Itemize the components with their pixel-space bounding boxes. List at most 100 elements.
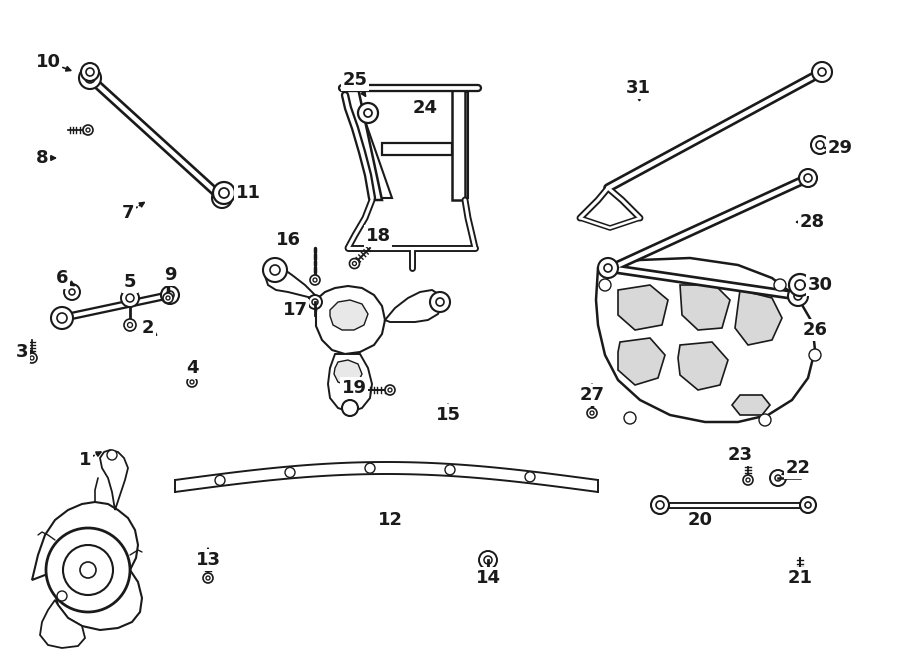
Circle shape — [365, 463, 375, 473]
Circle shape — [86, 128, 90, 132]
Circle shape — [484, 556, 492, 564]
Circle shape — [816, 141, 824, 149]
Circle shape — [81, 63, 99, 81]
Circle shape — [128, 322, 132, 328]
Circle shape — [166, 291, 174, 299]
Text: 12: 12 — [377, 511, 402, 529]
Circle shape — [385, 385, 395, 395]
Circle shape — [63, 545, 113, 595]
Circle shape — [775, 475, 781, 481]
Circle shape — [219, 188, 229, 198]
Circle shape — [187, 377, 197, 387]
Circle shape — [604, 264, 612, 272]
Polygon shape — [328, 354, 372, 412]
Circle shape — [774, 279, 786, 291]
Polygon shape — [596, 258, 815, 422]
Circle shape — [804, 174, 812, 182]
Circle shape — [364, 109, 372, 117]
Text: 30: 30 — [807, 276, 833, 294]
Text: 25: 25 — [343, 71, 367, 89]
Circle shape — [121, 289, 139, 307]
Circle shape — [163, 293, 173, 303]
Circle shape — [80, 562, 96, 578]
Circle shape — [598, 258, 618, 278]
Circle shape — [79, 67, 101, 89]
Circle shape — [212, 188, 232, 208]
Circle shape — [57, 591, 67, 601]
Circle shape — [479, 551, 497, 569]
Circle shape — [743, 475, 753, 485]
Polygon shape — [680, 285, 730, 330]
Circle shape — [51, 307, 73, 329]
Circle shape — [213, 182, 235, 204]
Circle shape — [285, 467, 295, 477]
Polygon shape — [385, 290, 442, 322]
Circle shape — [811, 136, 829, 154]
Circle shape — [85, 73, 95, 83]
Text: 15: 15 — [436, 406, 461, 424]
Polygon shape — [334, 360, 362, 386]
Polygon shape — [618, 338, 665, 385]
Polygon shape — [732, 395, 770, 415]
Polygon shape — [40, 600, 85, 648]
Polygon shape — [452, 88, 465, 200]
Circle shape — [349, 259, 359, 269]
Circle shape — [310, 275, 320, 285]
Circle shape — [64, 284, 80, 300]
Text: 18: 18 — [365, 227, 391, 245]
Polygon shape — [32, 502, 142, 630]
Text: 28: 28 — [799, 213, 824, 231]
Polygon shape — [618, 285, 668, 330]
Circle shape — [795, 280, 805, 290]
Text: 5: 5 — [124, 273, 136, 291]
Circle shape — [445, 465, 455, 475]
Circle shape — [69, 289, 75, 295]
Circle shape — [308, 295, 322, 309]
Circle shape — [656, 501, 664, 509]
Text: 19: 19 — [341, 379, 366, 397]
Polygon shape — [382, 143, 452, 155]
Circle shape — [805, 502, 811, 508]
Text: 14: 14 — [475, 569, 500, 587]
Circle shape — [799, 169, 817, 187]
Circle shape — [818, 68, 826, 76]
Text: 20: 20 — [688, 511, 713, 529]
Polygon shape — [735, 290, 782, 345]
Text: 21: 21 — [788, 569, 813, 587]
Polygon shape — [345, 88, 382, 200]
Text: 22: 22 — [786, 459, 811, 477]
Circle shape — [342, 400, 358, 416]
Text: 7: 7 — [122, 204, 134, 222]
Circle shape — [312, 299, 318, 305]
Polygon shape — [316, 286, 385, 354]
Circle shape — [599, 279, 611, 291]
Circle shape — [215, 475, 225, 485]
Circle shape — [794, 292, 802, 300]
Text: 13: 13 — [195, 551, 220, 569]
Circle shape — [57, 313, 67, 323]
Circle shape — [436, 298, 444, 306]
Text: 10: 10 — [35, 53, 60, 71]
Circle shape — [788, 286, 808, 306]
Circle shape — [800, 497, 816, 513]
Text: 23: 23 — [727, 446, 752, 464]
Text: 16: 16 — [275, 231, 301, 249]
Text: 1: 1 — [79, 451, 91, 469]
Polygon shape — [345, 92, 392, 198]
Circle shape — [206, 576, 210, 580]
Text: 9: 9 — [164, 266, 176, 284]
Text: 29: 29 — [827, 139, 852, 157]
Circle shape — [161, 286, 179, 304]
Polygon shape — [455, 92, 468, 198]
Circle shape — [30, 356, 34, 360]
Text: 4: 4 — [185, 359, 198, 377]
Text: 11: 11 — [236, 184, 260, 202]
Circle shape — [746, 478, 750, 482]
Text: 24: 24 — [412, 99, 437, 117]
Circle shape — [525, 472, 535, 482]
Circle shape — [313, 278, 317, 282]
Circle shape — [263, 258, 287, 282]
Circle shape — [83, 125, 93, 135]
Circle shape — [809, 349, 821, 361]
Circle shape — [203, 573, 213, 583]
